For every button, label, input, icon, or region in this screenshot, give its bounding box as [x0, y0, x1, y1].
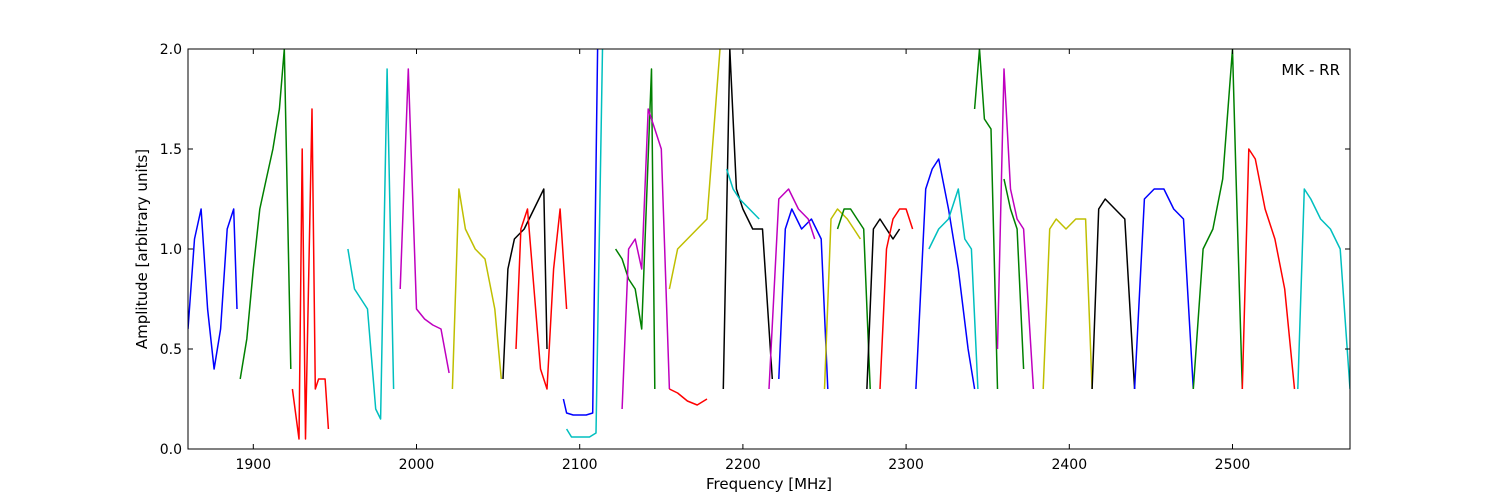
x-tick-label: 2000: [399, 457, 435, 473]
series-line-2: [239, 49, 292, 380]
series-line-4: [347, 68, 395, 420]
series-line-30: [1133, 188, 1195, 390]
chart-annotation: MK - RR: [1281, 61, 1340, 79]
y-tick-label: 0.0: [160, 442, 182, 458]
series-line-14: [668, 49, 721, 290]
series-line-3: [291, 108, 330, 440]
series-line-27: [1003, 178, 1025, 370]
series-line-31: [1192, 49, 1244, 390]
series-line-25: [973, 49, 999, 390]
series-line-22: [879, 208, 914, 390]
y-tick-label: 2.0: [160, 42, 182, 58]
series-line-11: [614, 68, 656, 390]
series-layer: [188, 49, 1350, 440]
series-line-1: [188, 208, 238, 370]
y-tick-label: 0.5: [160, 342, 182, 358]
series-line-26: [996, 68, 1035, 390]
series-line-15: [722, 49, 774, 390]
series-line-23: [915, 158, 976, 390]
x-tick-label: 2100: [562, 457, 598, 473]
series-line-17: [778, 208, 829, 390]
x-tick-label: 1900: [235, 457, 271, 473]
y-axis-label: Amplitude [arbitrary units]: [133, 149, 151, 349]
series-line-5: [399, 68, 450, 374]
series-line-7: [502, 188, 548, 380]
x-tick-label: 2300: [888, 457, 924, 473]
y-tick-label: 1.5: [160, 142, 182, 158]
series-line-18: [768, 188, 816, 390]
series-line-28: [1042, 218, 1093, 390]
series-line-10: [565, 49, 604, 438]
series-line-16: [725, 168, 760, 220]
y-tick-label: 1.0: [160, 242, 182, 258]
series-line-21: [866, 218, 901, 390]
series-line-9: [562, 49, 599, 416]
series-line-24: [928, 188, 979, 390]
x-tick-label: 2200: [725, 457, 761, 473]
series-line-6: [451, 188, 503, 390]
series-line-8: [515, 208, 568, 390]
x-tick-label: 2500: [1215, 457, 1251, 473]
series-line-20: [836, 208, 871, 390]
series-line-13: [669, 388, 708, 406]
series-line-12: [621, 108, 671, 410]
series-line-33: [1297, 188, 1350, 390]
ticks-layer: 1900 2000 2100 2200 2300 2400 2500 0.0 0.5 1.0 1.5…: [160, 42, 1350, 473]
x-tick-label: 2400: [1051, 457, 1087, 473]
series-line-32: [1241, 148, 1296, 390]
series-line-29: [1091, 198, 1136, 390]
x-axis-label: Frequency [MHz]: [706, 475, 832, 493]
